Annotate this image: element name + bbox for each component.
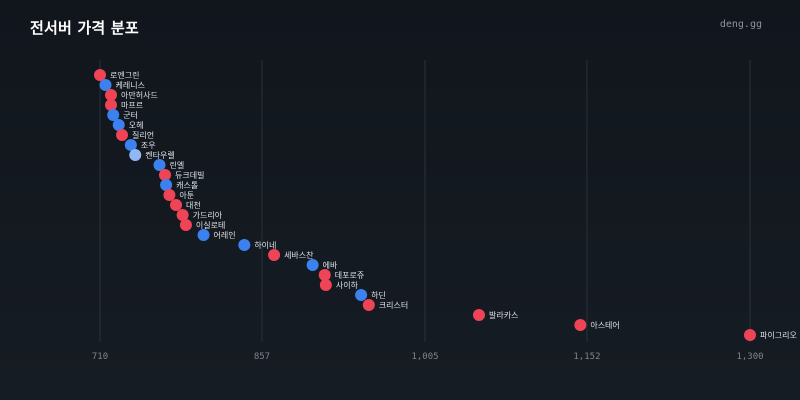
data-point-marker[interactable] [94,69,106,81]
data-point[interactable]: 케레니스 [99,79,145,91]
data-point-label: 에바 [323,260,338,270]
data-point[interactable]: 켄타우렐 [129,149,175,161]
data-point[interactable]: 마프르 [105,99,143,111]
data-point[interactable]: 캐스톨 [160,179,198,191]
data-point-label: 조우 [141,141,156,150]
data-point-label: 크리스터 [379,301,408,310]
data-point-label: 데포로쥬 [335,271,364,280]
data-point-label: 오헤 [129,121,144,130]
x-tick-label: 1,005 [411,352,438,362]
data-point-marker[interactable] [355,289,368,301]
data-point-label: 켄타우렐 [145,150,174,160]
data-point-marker[interactable] [124,139,137,151]
data-point-label: 듀크데빌 [175,170,204,180]
data-point[interactable]: 하딘 [355,289,386,301]
data-point-label: 캐스톨 [176,181,198,190]
x-tick-label: 1,300 [736,352,763,362]
data-point-marker[interactable] [306,259,319,271]
data-point[interactable]: 아툰 [163,189,194,201]
data-point-marker[interactable] [170,199,183,211]
data-point-label: 질리언 [132,130,154,140]
data-point-marker[interactable] [238,239,251,251]
data-point-label: 아만허사드 [121,90,158,100]
data-point[interactable]: 이실로테 [179,219,225,231]
data-point[interactable]: 듀크데빌 [159,169,204,181]
data-point-marker[interactable] [472,309,485,321]
data-point[interactable]: 가드리아 [176,209,223,221]
data-point[interactable]: 발라카스 [472,309,518,321]
data-point[interactable]: 질리언 [116,129,154,141]
data-point-label: 대천 [186,200,201,210]
data-point-label: 로엔그린 [110,70,139,80]
data-point-label: 케레니스 [116,80,145,90]
x-tick-label: 857 [254,352,270,362]
data-point-marker[interactable] [105,99,118,111]
data-point[interactable]: 에바 [306,259,338,271]
data-point-label: 발라카스 [489,310,518,320]
data-point-marker[interactable] [159,169,171,181]
x-tick-label: 710 [92,352,108,362]
data-point-marker[interactable] [99,79,112,91]
data-point-label: 마프르 [121,101,143,110]
data-point[interactable]: 린엘 [153,159,184,171]
data-point-marker[interactable] [744,329,756,341]
data-point[interactable]: 아만허사드 [105,89,158,101]
data-point[interactable]: 하이네 [238,239,276,251]
grid-layer [99,60,751,342]
data-point-label: 군터 [123,111,138,120]
data-point-marker[interactable] [116,129,129,141]
data-point-marker[interactable] [105,89,118,101]
data-point[interactable]: 오헤 [112,119,144,131]
data-point[interactable]: 군터 [107,109,138,121]
chart-title: 전서버 가격 분포 [30,19,139,37]
data-point[interactable]: 파이그리오 [744,329,797,341]
data-point-label: 파이그리오 [760,330,797,340]
data-point-marker[interactable] [319,279,332,291]
x-axis-ticks: 710 857 1,005 1,152 1,300 [92,352,764,362]
data-point-marker[interactable] [107,109,120,121]
data-point[interactable]: 어레인 [197,229,236,241]
data-point-marker[interactable] [574,319,587,331]
data-point-marker[interactable] [268,249,281,261]
data-point[interactable]: 대천 [170,199,201,211]
data-point-marker[interactable] [362,299,375,311]
data-point[interactable]: 조우 [124,139,156,151]
data-point-label: 사이하 [336,280,359,290]
data-point-marker[interactable] [153,159,166,171]
data-point-marker[interactable] [179,219,192,231]
data-point[interactable]: 로엔그린 [94,69,139,81]
data-point-label: 하딘 [371,290,386,300]
brand-label: deng.gg [719,19,762,30]
data-point-marker[interactable] [176,209,189,221]
data-point-marker[interactable] [112,119,125,131]
data-point-label: 린엘 [169,160,184,170]
data-point[interactable]: 아스테어 [574,319,620,331]
data-point-marker[interactable] [160,179,173,191]
data-point-label: 아스테어 [590,320,619,330]
data-points: 로엔그린케레니스아만허사드마프르군터오헤질리언조우켄타우렐린엘듀크데빌캐스톨아툰… [94,69,797,341]
data-point-label: 세바스찬 [284,250,314,260]
data-point-marker[interactable] [318,269,331,281]
data-point-label: 아툰 [179,190,194,200]
data-point-marker[interactable] [163,189,176,201]
data-point[interactable]: 데포로쥬 [318,269,364,281]
data-point-label: 어레인 [214,230,236,240]
x-tick-label: 1,152 [573,352,600,362]
data-point-label: 하이네 [254,240,276,250]
data-point[interactable]: 크리스터 [362,299,408,311]
data-point-marker[interactable] [197,229,210,241]
data-point-marker[interactable] [129,149,142,161]
data-point[interactable]: 사이하 [319,279,359,291]
data-point-label: 이실로테 [196,220,225,230]
data-point[interactable]: 세바스찬 [268,249,314,261]
data-point-label: 가드리아 [193,210,223,220]
